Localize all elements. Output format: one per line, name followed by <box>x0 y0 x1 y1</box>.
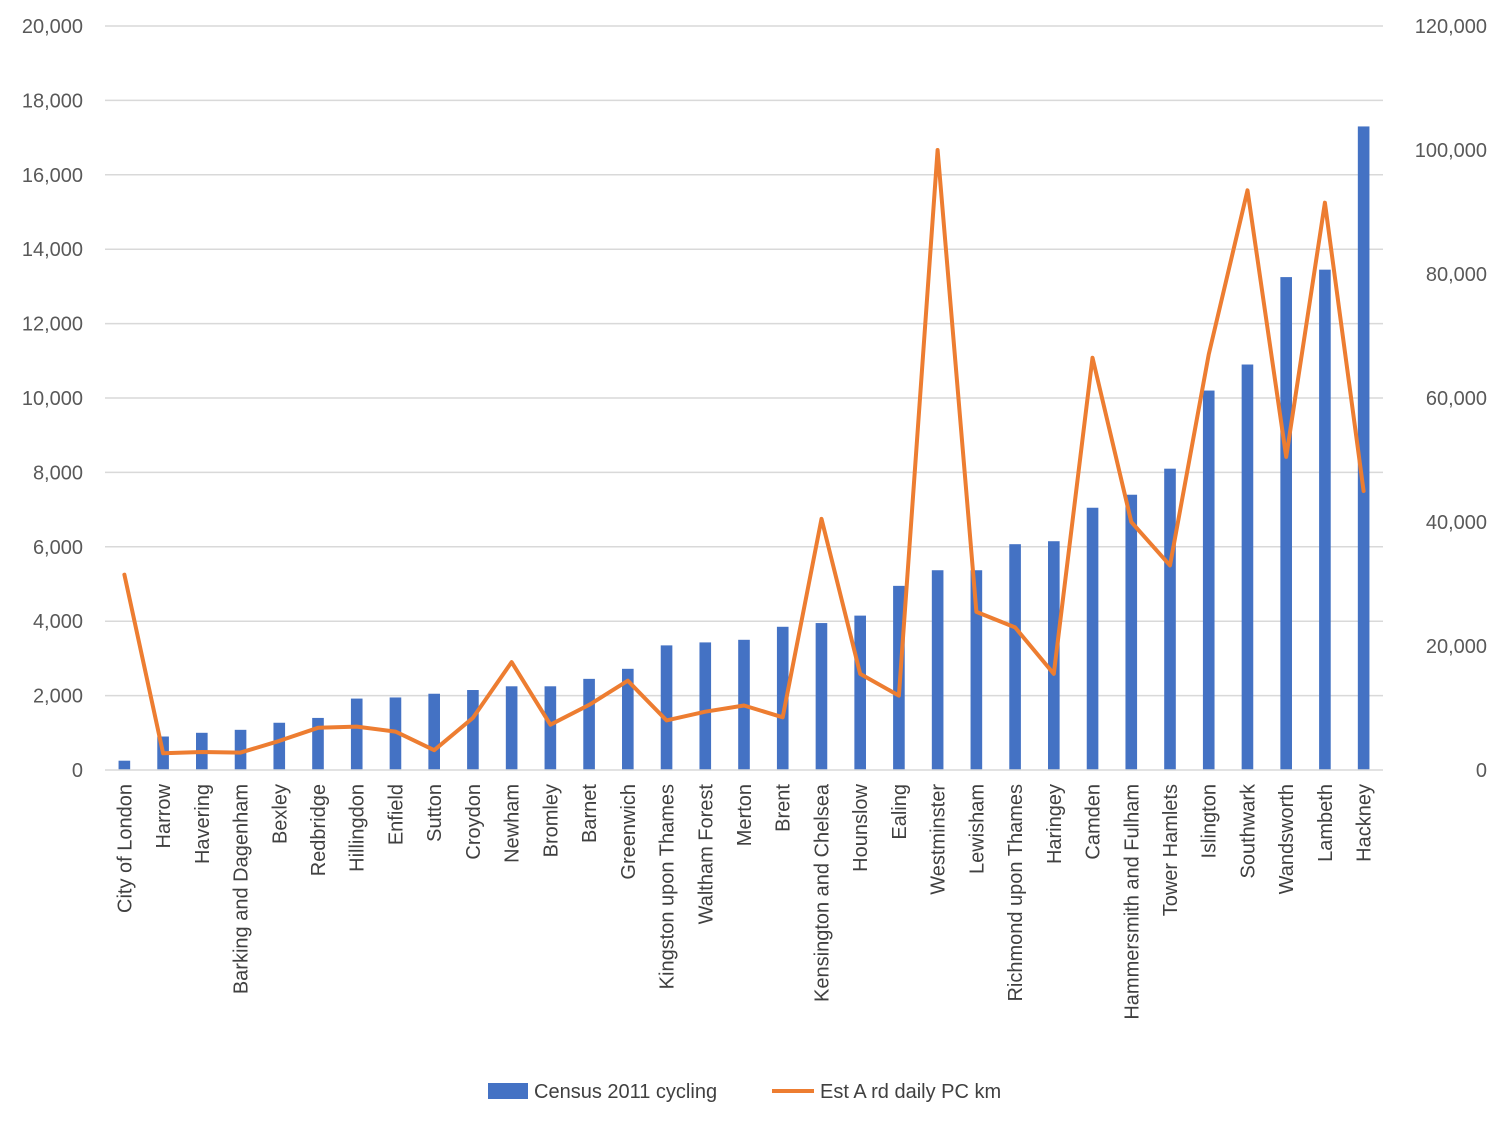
left-tick-label: 14,000 <box>22 239 83 261</box>
bar <box>854 615 866 770</box>
bar <box>1319 269 1331 770</box>
left-tick-label: 2,000 <box>33 686 83 708</box>
category-label: Richmond upon Thames <box>1005 784 1027 1002</box>
bar <box>776 626 789 770</box>
legend: Census 2011 cycling Est A rd daily PC km <box>488 1081 1001 1103</box>
legend-bar-swatch <box>488 1083 528 1099</box>
right-axis: 0 20,000 40,000 60,000 80,000 100,000 120,000 <box>1415 16 1487 782</box>
bar <box>622 668 634 770</box>
category-label: Ealing <box>889 784 911 840</box>
bar <box>273 722 286 770</box>
bar <box>1241 364 1254 770</box>
left-tick-label: 0 <box>72 760 83 782</box>
bar <box>699 642 712 770</box>
right-tick-label: 80,000 <box>1426 264 1487 286</box>
category-axis: City of London Harrow Havering Barking and … <box>114 783 1375 1020</box>
bar <box>350 698 363 770</box>
left-axis: 0 2,000 4,000 6,000 8,000 10,000 12,000 14,000 1… <box>22 16 83 782</box>
left-tick-label: 8,000 <box>33 462 83 484</box>
bar <box>970 570 983 770</box>
bar <box>467 690 479 770</box>
bar <box>1202 390 1215 770</box>
left-tick-label: 20,000 <box>22 16 83 38</box>
category-label: Kensington and Chelsea <box>811 783 833 1002</box>
category-label: Southwark <box>1237 783 1259 878</box>
bar <box>1125 494 1138 770</box>
right-tick-label: 60,000 <box>1426 388 1487 410</box>
category-label: Bromley <box>540 784 562 857</box>
category-label: Havering <box>192 784 214 864</box>
left-tick-label: 16,000 <box>22 165 83 187</box>
category-label: Newham <box>502 784 524 863</box>
category-label: Brent <box>773 784 795 832</box>
right-tick-label: 0 <box>1476 760 1487 782</box>
category-label: Greenwich <box>618 784 640 880</box>
right-tick-label: 40,000 <box>1426 512 1487 534</box>
bar <box>505 686 518 770</box>
category-label: Sutton <box>424 784 446 842</box>
legend-bar-label: Census 2011 cycling <box>534 1081 717 1103</box>
category-label: Hounslow <box>850 783 872 871</box>
category-label: Camden <box>1083 784 1105 860</box>
category-label: Barking and Dagenham <box>231 784 253 994</box>
bar <box>234 729 247 770</box>
bar <box>815 623 828 770</box>
category-label: Hillingdon <box>347 784 369 872</box>
category-label: Merton <box>734 784 756 846</box>
category-label: Westminster <box>928 784 950 895</box>
category-label: Bexley <box>269 784 291 844</box>
category-label: Haringey <box>1044 784 1066 864</box>
category-label: Waltham Forest <box>695 784 717 925</box>
category-label: Wandsworth <box>1276 784 1298 894</box>
gridlines <box>105 25 1383 697</box>
bar <box>660 645 673 770</box>
category-label: City of London <box>114 784 136 913</box>
bar <box>1164 468 1176 770</box>
bar <box>1086 507 1099 770</box>
left-tick-label: 4,000 <box>33 611 83 633</box>
category-label: Lewisham <box>966 784 988 874</box>
category-label: Hammersmith and Fulham <box>1121 784 1143 1020</box>
category-label: Enfield <box>385 784 407 845</box>
category-label: Barnet <box>579 784 601 843</box>
right-tick-label: 120,000 <box>1415 16 1487 38</box>
category-label: Islington <box>1199 784 1221 859</box>
bar <box>931 570 944 770</box>
left-tick-label: 18,000 <box>22 90 83 112</box>
category-label: Lambeth <box>1315 784 1337 862</box>
bar <box>1357 126 1370 770</box>
left-tick-label: 10,000 <box>22 388 83 410</box>
bar <box>544 686 557 770</box>
legend-line-label: Est A rd daily PC km <box>820 1081 1001 1103</box>
left-tick-label: 12,000 <box>22 314 83 336</box>
bar-series <box>118 126 1370 770</box>
category-label: Croydon <box>463 784 485 860</box>
bar <box>118 760 131 770</box>
category-label: Kingston upon Thames <box>657 784 679 989</box>
line-series <box>122 148 1366 756</box>
bar <box>428 693 440 770</box>
bar <box>1280 277 1292 770</box>
bar <box>312 717 324 770</box>
bar <box>583 678 595 770</box>
bar <box>1048 541 1060 770</box>
right-tick-label: 20,000 <box>1426 636 1487 658</box>
category-label: Tower Hamlets <box>1160 784 1182 916</box>
category-label: Harrow <box>153 783 175 848</box>
category-label: Redbridge <box>308 784 330 876</box>
bar <box>1009 544 1021 770</box>
category-label: Hackney <box>1354 784 1376 862</box>
right-tick-label: 100,000 <box>1415 140 1487 162</box>
left-tick-label: 6,000 <box>33 537 83 559</box>
